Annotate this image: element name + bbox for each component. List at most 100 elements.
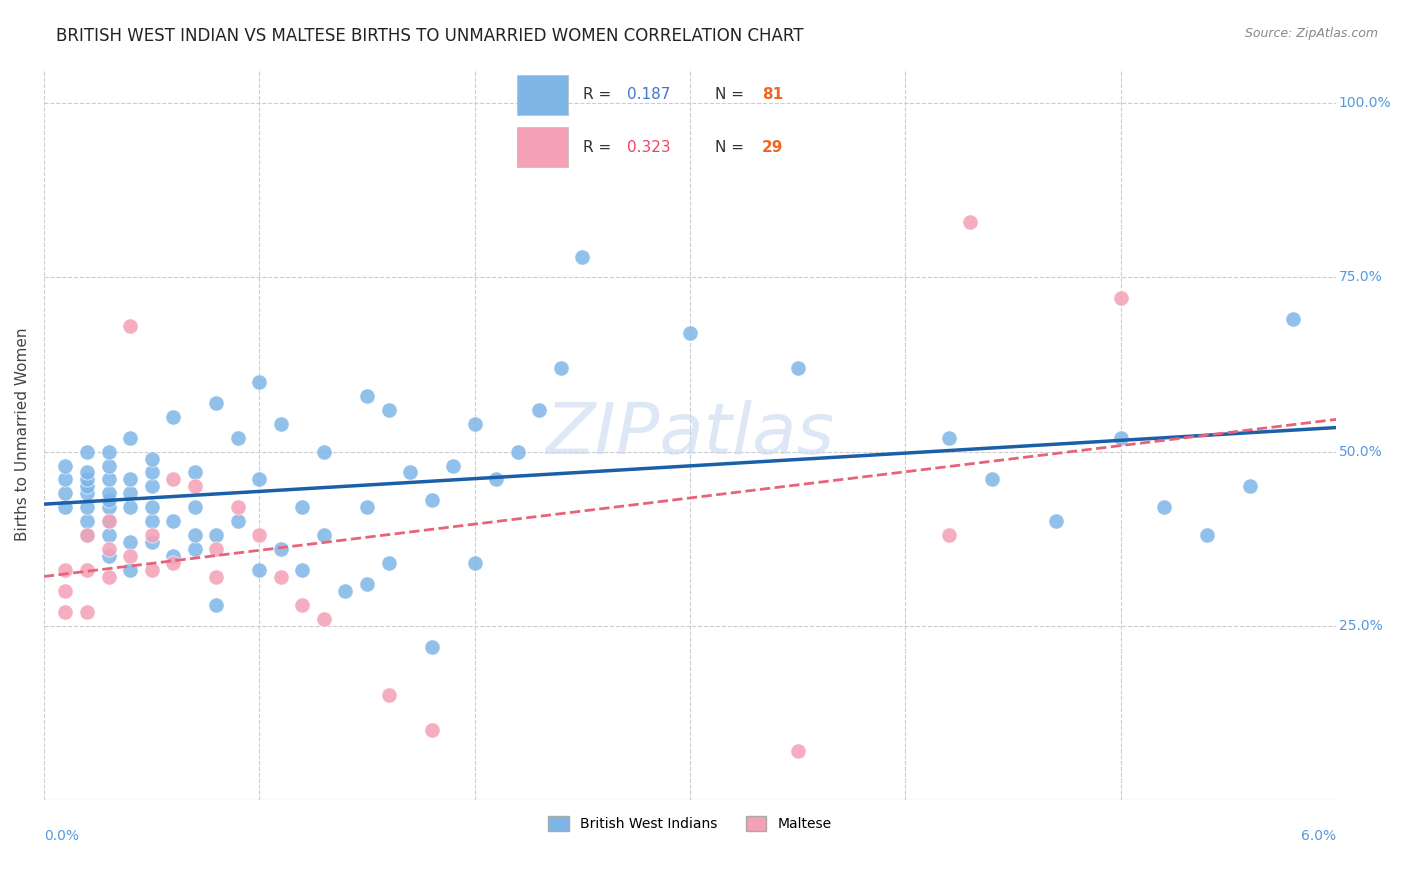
Point	[247, 528, 270, 542]
Point	[291, 563, 314, 577]
Point	[55, 458, 77, 473]
Point	[226, 514, 249, 528]
Point	[441, 458, 464, 473]
Point	[247, 563, 270, 577]
Point	[97, 473, 120, 487]
Point	[162, 473, 184, 487]
Point	[247, 375, 270, 389]
Point	[356, 500, 378, 515]
Point	[141, 451, 163, 466]
Point	[205, 598, 228, 612]
Point	[141, 535, 163, 549]
Point	[464, 556, 486, 570]
Point	[335, 583, 357, 598]
Point	[205, 542, 228, 557]
Text: R =: R =	[583, 139, 616, 154]
Point	[97, 549, 120, 563]
Point	[571, 250, 593, 264]
Point	[183, 479, 205, 493]
Point	[118, 535, 141, 549]
Point	[1109, 291, 1132, 305]
FancyBboxPatch shape	[517, 128, 568, 167]
Point	[76, 528, 98, 542]
FancyBboxPatch shape	[517, 75, 568, 114]
Text: Source: ZipAtlas.com: Source: ZipAtlas.com	[1244, 27, 1378, 40]
Point	[118, 549, 141, 563]
Point	[118, 500, 141, 515]
Point	[141, 563, 163, 577]
Point	[55, 583, 77, 598]
Text: 6.0%: 6.0%	[1301, 829, 1336, 843]
Text: N =: N =	[714, 139, 748, 154]
Point	[118, 319, 141, 334]
Point	[55, 500, 77, 515]
Point	[270, 570, 292, 584]
Point	[76, 479, 98, 493]
Text: N =: N =	[714, 87, 748, 103]
Point	[959, 215, 981, 229]
Point	[312, 612, 335, 626]
Point	[786, 744, 808, 758]
Point	[529, 402, 551, 417]
Point	[55, 563, 77, 577]
Point	[118, 431, 141, 445]
Point	[399, 466, 422, 480]
Point	[55, 486, 77, 500]
Point	[97, 542, 120, 557]
Text: 0.187: 0.187	[627, 87, 671, 103]
Point	[247, 473, 270, 487]
Point	[270, 417, 292, 431]
Point	[226, 431, 249, 445]
Point	[205, 396, 228, 410]
Point	[141, 528, 163, 542]
Point	[270, 542, 292, 557]
Point	[118, 473, 141, 487]
Point	[291, 500, 314, 515]
Point	[356, 389, 378, 403]
Text: BRITISH WEST INDIAN VS MALTESE BIRTHS TO UNMARRIED WOMEN CORRELATION CHART: BRITISH WEST INDIAN VS MALTESE BIRTHS TO…	[56, 27, 804, 45]
Point	[464, 417, 486, 431]
Point	[420, 493, 443, 508]
Point	[183, 528, 205, 542]
Text: 81: 81	[762, 87, 783, 103]
Point	[97, 493, 120, 508]
Point	[118, 486, 141, 500]
Point	[118, 563, 141, 577]
Point	[506, 444, 529, 458]
Point	[76, 486, 98, 500]
Point	[97, 570, 120, 584]
Point	[1045, 514, 1067, 528]
Point	[97, 500, 120, 515]
Point	[938, 431, 960, 445]
Text: 75.0%: 75.0%	[1339, 270, 1382, 285]
Point	[76, 563, 98, 577]
Point	[97, 444, 120, 458]
Point	[55, 605, 77, 619]
Text: 29: 29	[762, 139, 783, 154]
Point	[312, 528, 335, 542]
Point	[679, 326, 702, 341]
Point	[420, 723, 443, 738]
Point	[162, 514, 184, 528]
Point	[1153, 500, 1175, 515]
Text: 100.0%: 100.0%	[1339, 96, 1392, 111]
Text: 50.0%: 50.0%	[1339, 444, 1382, 458]
Point	[97, 486, 120, 500]
Point	[938, 528, 960, 542]
Point	[786, 361, 808, 376]
Point	[76, 444, 98, 458]
Point	[226, 500, 249, 515]
Point	[312, 444, 335, 458]
Point	[183, 466, 205, 480]
Y-axis label: Births to Unmarried Women: Births to Unmarried Women	[15, 327, 30, 541]
Text: 0.0%: 0.0%	[44, 829, 79, 843]
Legend: British West Indians, Maltese: British West Indians, Maltese	[543, 811, 837, 837]
Point	[377, 556, 399, 570]
Point	[205, 570, 228, 584]
Point	[980, 473, 1002, 487]
Point	[183, 500, 205, 515]
Point	[550, 361, 572, 376]
Point	[76, 514, 98, 528]
Text: R =: R =	[583, 87, 616, 103]
Point	[162, 409, 184, 424]
